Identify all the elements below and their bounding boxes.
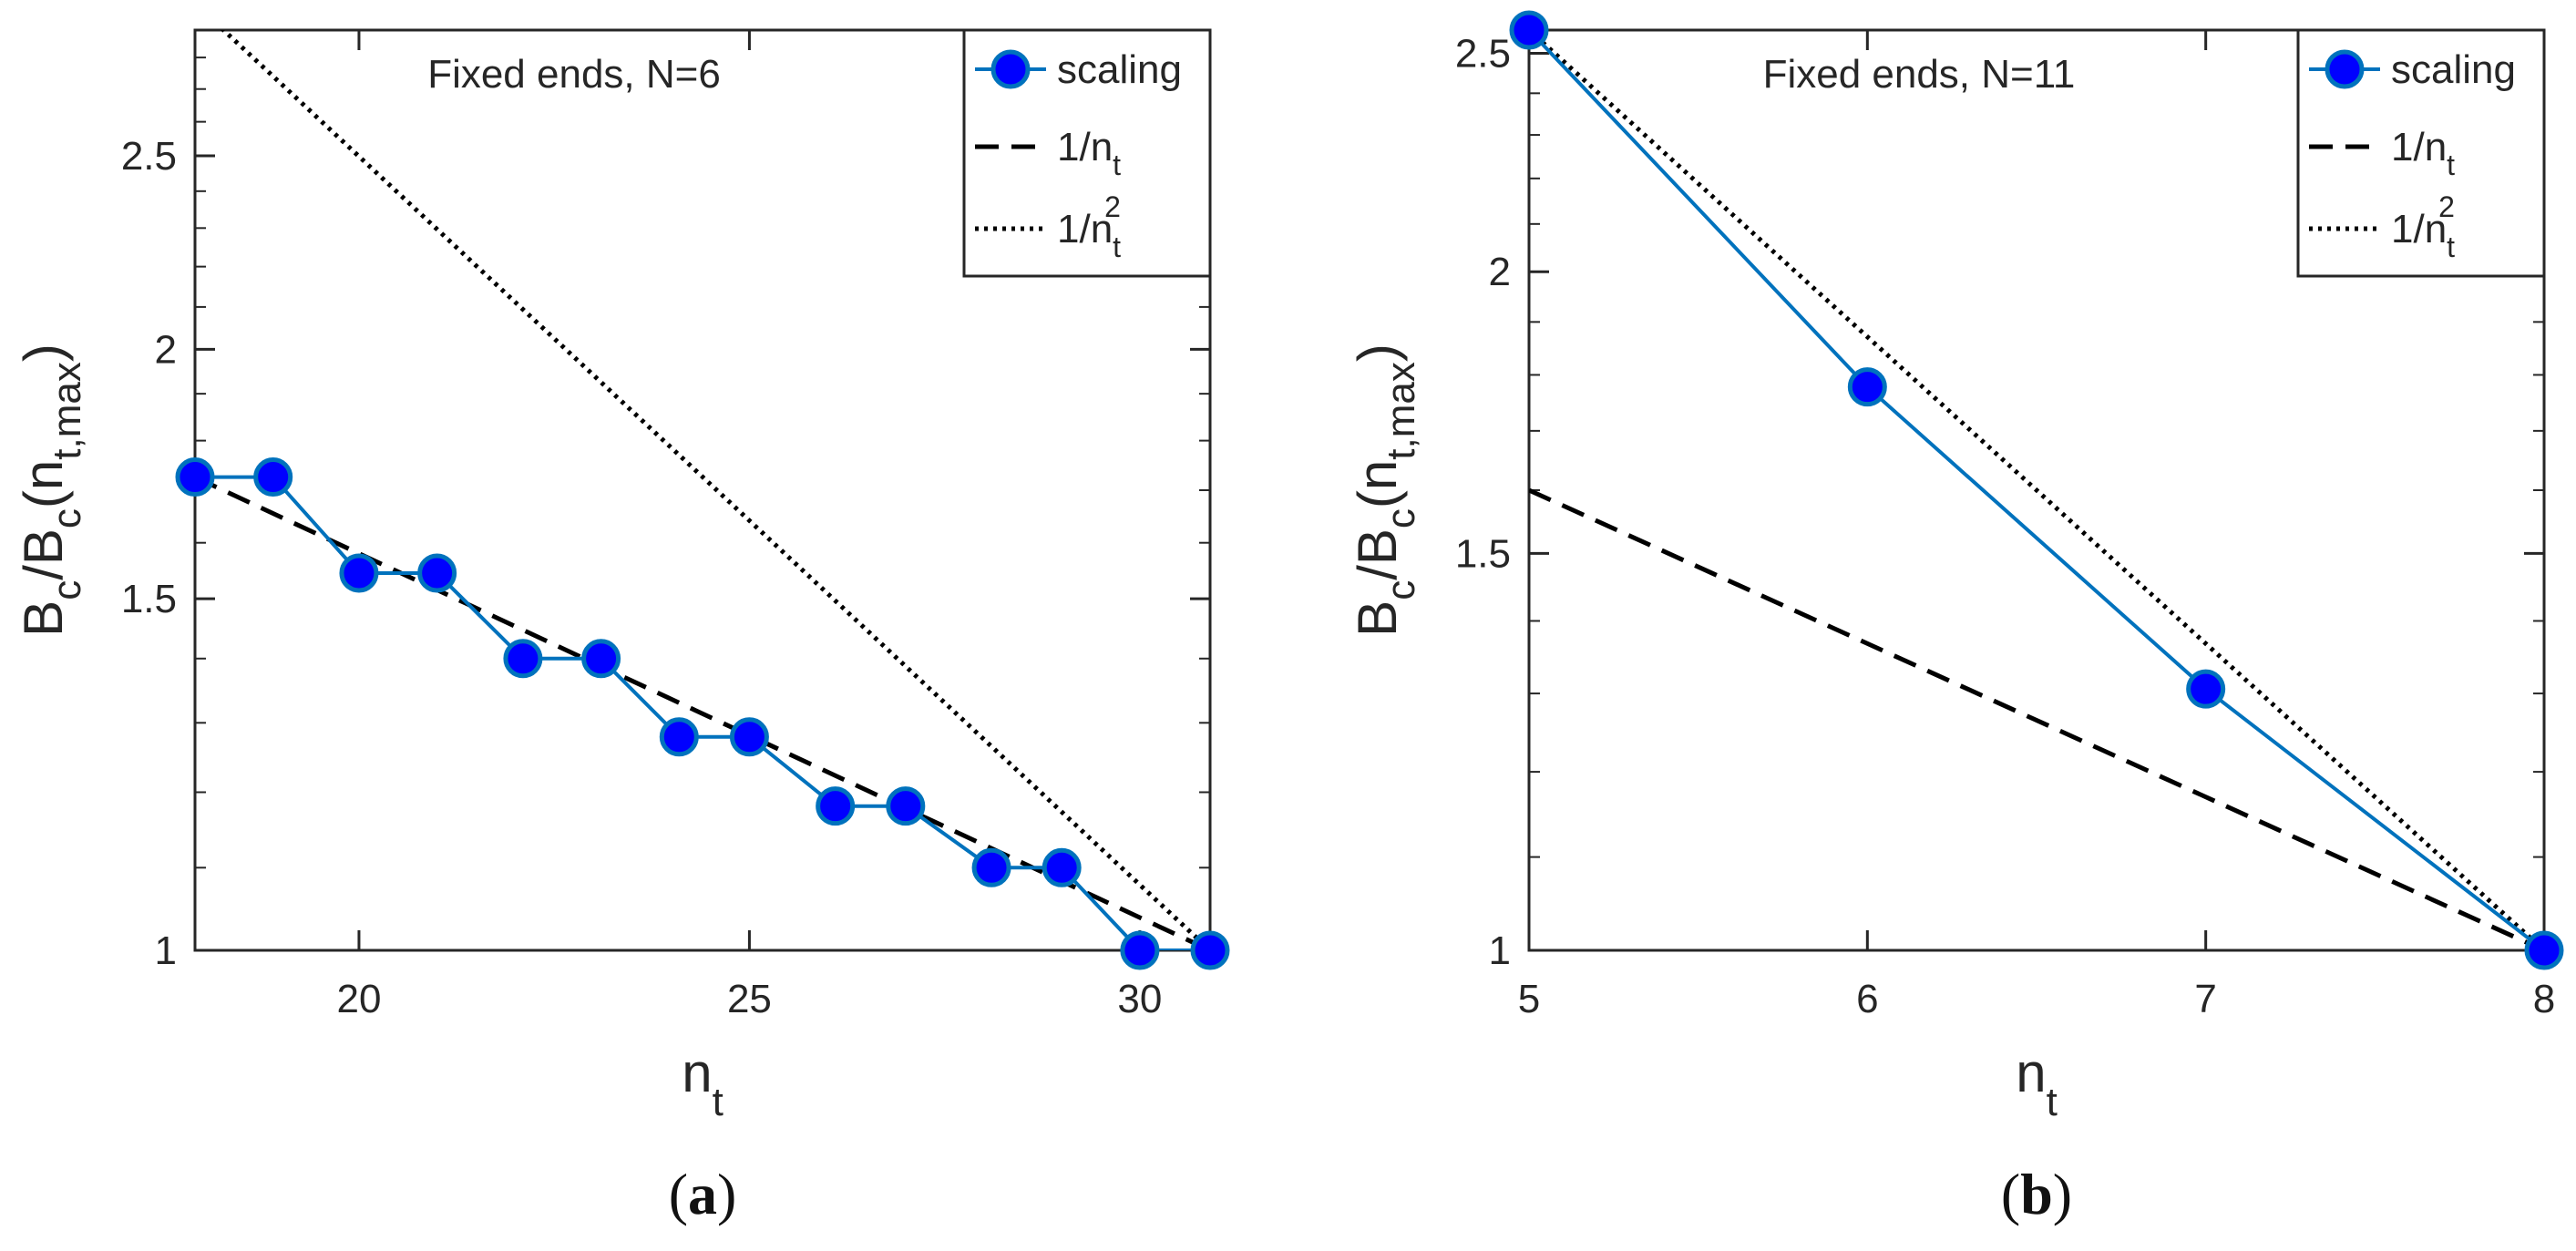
legend-label-inverse-nt: 1/nt [2391,125,2455,181]
data-point [1190,930,1230,970]
legend-label-scaling: scaling [2391,47,2516,92]
y-tick-label: 1 [155,928,177,973]
data-point [729,717,769,757]
y-axis-label: Bc/Bc(nt,max) [1347,344,1423,637]
data-point [1509,10,1549,50]
plot-title: Fixed ends, N=6 [427,52,721,97]
data-point [886,786,926,826]
x-tick-label: 20 [336,977,381,1021]
legend-label-inverse-nt: 1/nt [1057,125,1121,181]
x-tick-label: 7 [2194,977,2216,1021]
data-point [339,553,379,593]
data-point [581,639,621,679]
x-tick-label: 6 [1856,977,1878,1021]
plot-title: Fixed ends, N=11 [1763,52,2076,97]
panel-label: (b) [2001,1162,2072,1226]
data-point [175,457,215,497]
series-group [1529,30,2544,950]
series-line-scaling [1529,30,2544,950]
chart-panel-b: 1 1.5 2 2.5 5 6 7 8 Fixed ends, N=11 scaling 1/nt 1… [1347,10,2564,1226]
x-tick-label: 5 [1518,977,1540,1021]
data-point [816,786,856,826]
y-tick-label: 1.5 [1455,531,1511,576]
data-point [1120,930,1160,970]
x-tick-label: 8 [2533,977,2555,1021]
legend: scaling 1/nt 1/nt2 [2296,28,2546,278]
panel-label: (a) [669,1162,737,1226]
series-line-inverse-nt-squared [1529,30,2544,950]
y-tick-label: 2.5 [1455,31,1511,76]
data-point [1847,367,1887,407]
series-line-inverse-nt-squared [220,30,1210,950]
legend: scaling 1/nt 1/nt2 [962,28,1212,278]
legend-label-scaling: scaling [1057,47,1182,92]
data-point [1042,847,1082,887]
y-tick-label: 2 [155,327,177,372]
y-tick-label: 1 [1489,928,1511,973]
legend-marker-scaling [990,49,1031,89]
data-point [659,717,699,757]
legend-label-inverse-nt-squared: 1/nt2 [1057,190,1121,263]
data-point [417,553,457,593]
y-axis-label: Bc/Bc(nt,max) [13,344,89,637]
data-point [253,457,293,497]
x-axis-label: nt [682,1042,724,1124]
data-point [2524,930,2564,970]
y-tick-label: 1.5 [121,577,177,621]
data-point [971,847,1011,887]
series-line-inverse-nt [1529,487,2544,950]
x-tick-label: 30 [1117,977,1162,1021]
legend-label-inverse-nt-squared: 1/nt2 [2391,190,2455,263]
y-tick-label: 2.5 [121,134,177,179]
x-tick-label: 25 [727,977,772,1021]
data-point [503,639,543,679]
legend-marker-scaling [2325,49,2365,89]
y-tick-label: 2 [1489,250,1511,294]
x-axis-label: nt [2016,1042,2058,1124]
data-point [2186,669,2226,709]
chart-panel-a: 1 1.5 2 2.5 20 25 30 Fixed ends, N=6 scaling 1/nt… [13,28,1230,1226]
